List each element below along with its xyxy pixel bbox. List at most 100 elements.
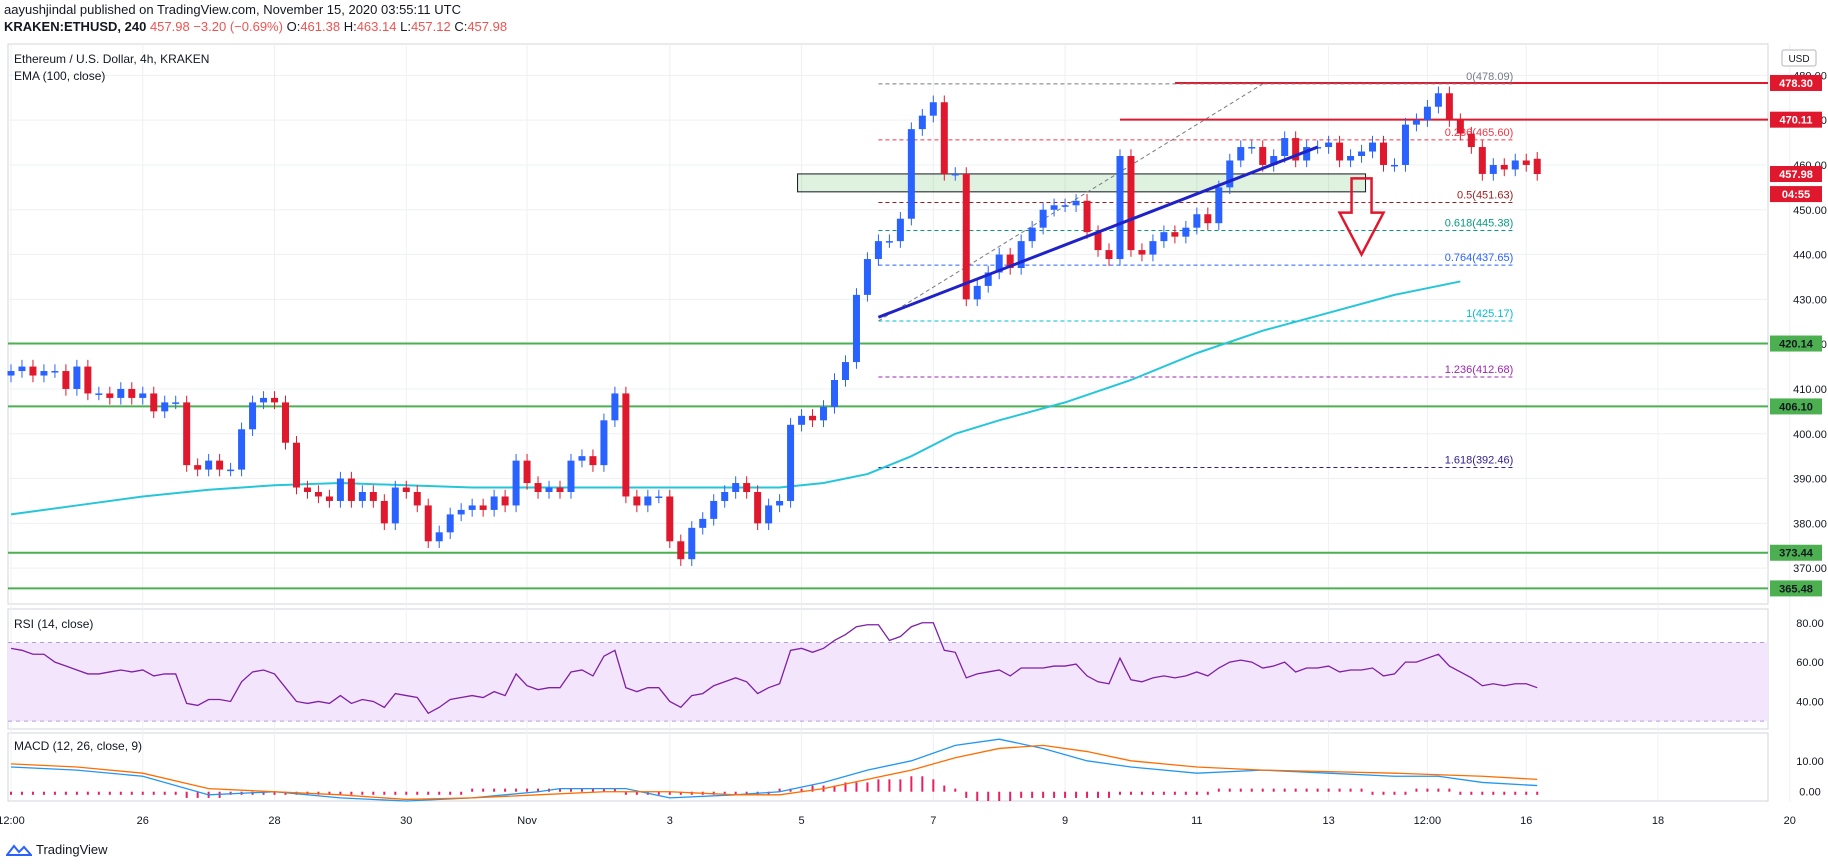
candle-body [435,532,443,542]
trendline [877,145,1319,319]
fib-level-label: 1.618(392.46) [1445,455,1514,467]
level-badge [1770,335,1822,352]
candle-body [380,500,388,524]
candle-body [721,492,729,501]
candle-body [1204,214,1212,224]
candle-body [589,456,597,466]
price-tick-label: 450.00 [1793,205,1827,217]
x-tick-label: 12:00 [0,815,25,827]
x-tick-label: 20 [1784,815,1796,827]
candle-body [358,492,366,501]
open-label: O: [286,19,301,34]
chart-title: Ethereum / U.S. Dollar, 4h, KRAKEN [14,52,209,66]
candle-body [874,241,882,260]
candle-body [655,496,663,498]
candle-body [1358,151,1366,156]
price-tick-label: 440.00 [1793,250,1827,262]
candle-body [62,371,70,389]
tradingview-brand: TradingView [36,842,108,857]
candle-body [1336,142,1344,161]
candle-body [1303,147,1311,161]
candle-body [183,402,191,466]
candle-body [1445,93,1453,121]
price-badge-label: 457.98 [1779,169,1813,181]
pane-labels: Ethereum / U.S. Dollar, 4h, KRAKEN EMA (1… [14,52,209,753]
ema-legend: EMA (100, close) [14,69,105,83]
fib-level-label: 0.618(445.38) [1445,217,1514,229]
x-tick-label: 18 [1652,815,1664,827]
candle-body [710,500,718,519]
x-tick-label: 11 [1191,815,1202,827]
candle-body [896,218,904,242]
candle-body [863,259,871,295]
resistance-badge-label: 470.11 [1779,115,1812,127]
candle-body [303,487,311,492]
candle-body [885,241,893,243]
candle-body [1259,147,1267,165]
level-badge [1770,580,1822,597]
candle-body [336,478,344,501]
candle-body [699,518,707,528]
macd-line [10,738,1538,802]
candle-body [918,115,926,130]
candle-body [611,393,619,421]
candle-body [1237,147,1245,161]
x-tick-label: 3 [667,815,673,827]
price-tick-label: 370.00 [1793,563,1827,575]
candle-body [644,496,652,506]
close-value: 457.98 [467,19,508,34]
candle-body [7,371,15,376]
x-tick-label: 28 [268,815,280,827]
candle-body [776,500,784,506]
price-tick-label: 390.00 [1793,474,1827,486]
candle-body [1325,142,1333,148]
candle-body [973,285,981,300]
candle-body [765,505,773,524]
candle-body [1500,164,1508,170]
candle-body [578,456,586,461]
fib-level-label: 0.236(465.60) [1445,127,1514,139]
candle-body [205,460,213,470]
grid [8,44,1791,801]
candle-body [841,362,849,380]
resistance-badge [1770,111,1822,128]
resistance-badge-label: 478.30 [1779,78,1813,90]
fib-level-label: 0(478.09) [1466,71,1513,83]
candle-body [1028,227,1036,242]
candle-body [633,496,641,506]
candle-body [1456,120,1464,134]
publisher-text: aayushjindal published on TradingView.co… [4,2,461,17]
candle-body [1105,250,1113,260]
low-value: 457.12 [410,19,451,34]
candle-body [852,294,860,363]
candle-body [501,496,509,506]
candle-body [523,460,531,484]
candle-body [732,483,740,492]
candle-body [1138,250,1146,255]
macd-tick-label: 0.00 [1799,787,1820,799]
candle-body [1127,156,1135,251]
x-tick-label: 7 [930,815,936,827]
candle-body [798,415,806,425]
candle-body [1380,142,1387,165]
candle-body [1369,142,1377,152]
candle-body [128,388,136,398]
candle-body [194,465,202,470]
candle-body [1248,147,1256,149]
fib-level-label: 1.236(412.68) [1445,364,1514,376]
candle-body [1149,241,1157,255]
price-badge [1770,186,1822,203]
publisher-line: aayushjindal published on TradingView.co… [4,2,461,17]
tradingview-footer[interactable]: TradingView [6,842,108,857]
candle-body [216,460,224,470]
candle-body [929,102,937,116]
signal-line [10,744,1538,801]
candle-body [1412,120,1420,125]
candle-body [1083,200,1091,233]
candle-body [809,415,817,421]
candle-body [1006,254,1014,268]
x-tick-label: Nov [517,815,537,827]
candle-body [1401,124,1409,165]
x-tick-label: 30 [400,815,412,827]
